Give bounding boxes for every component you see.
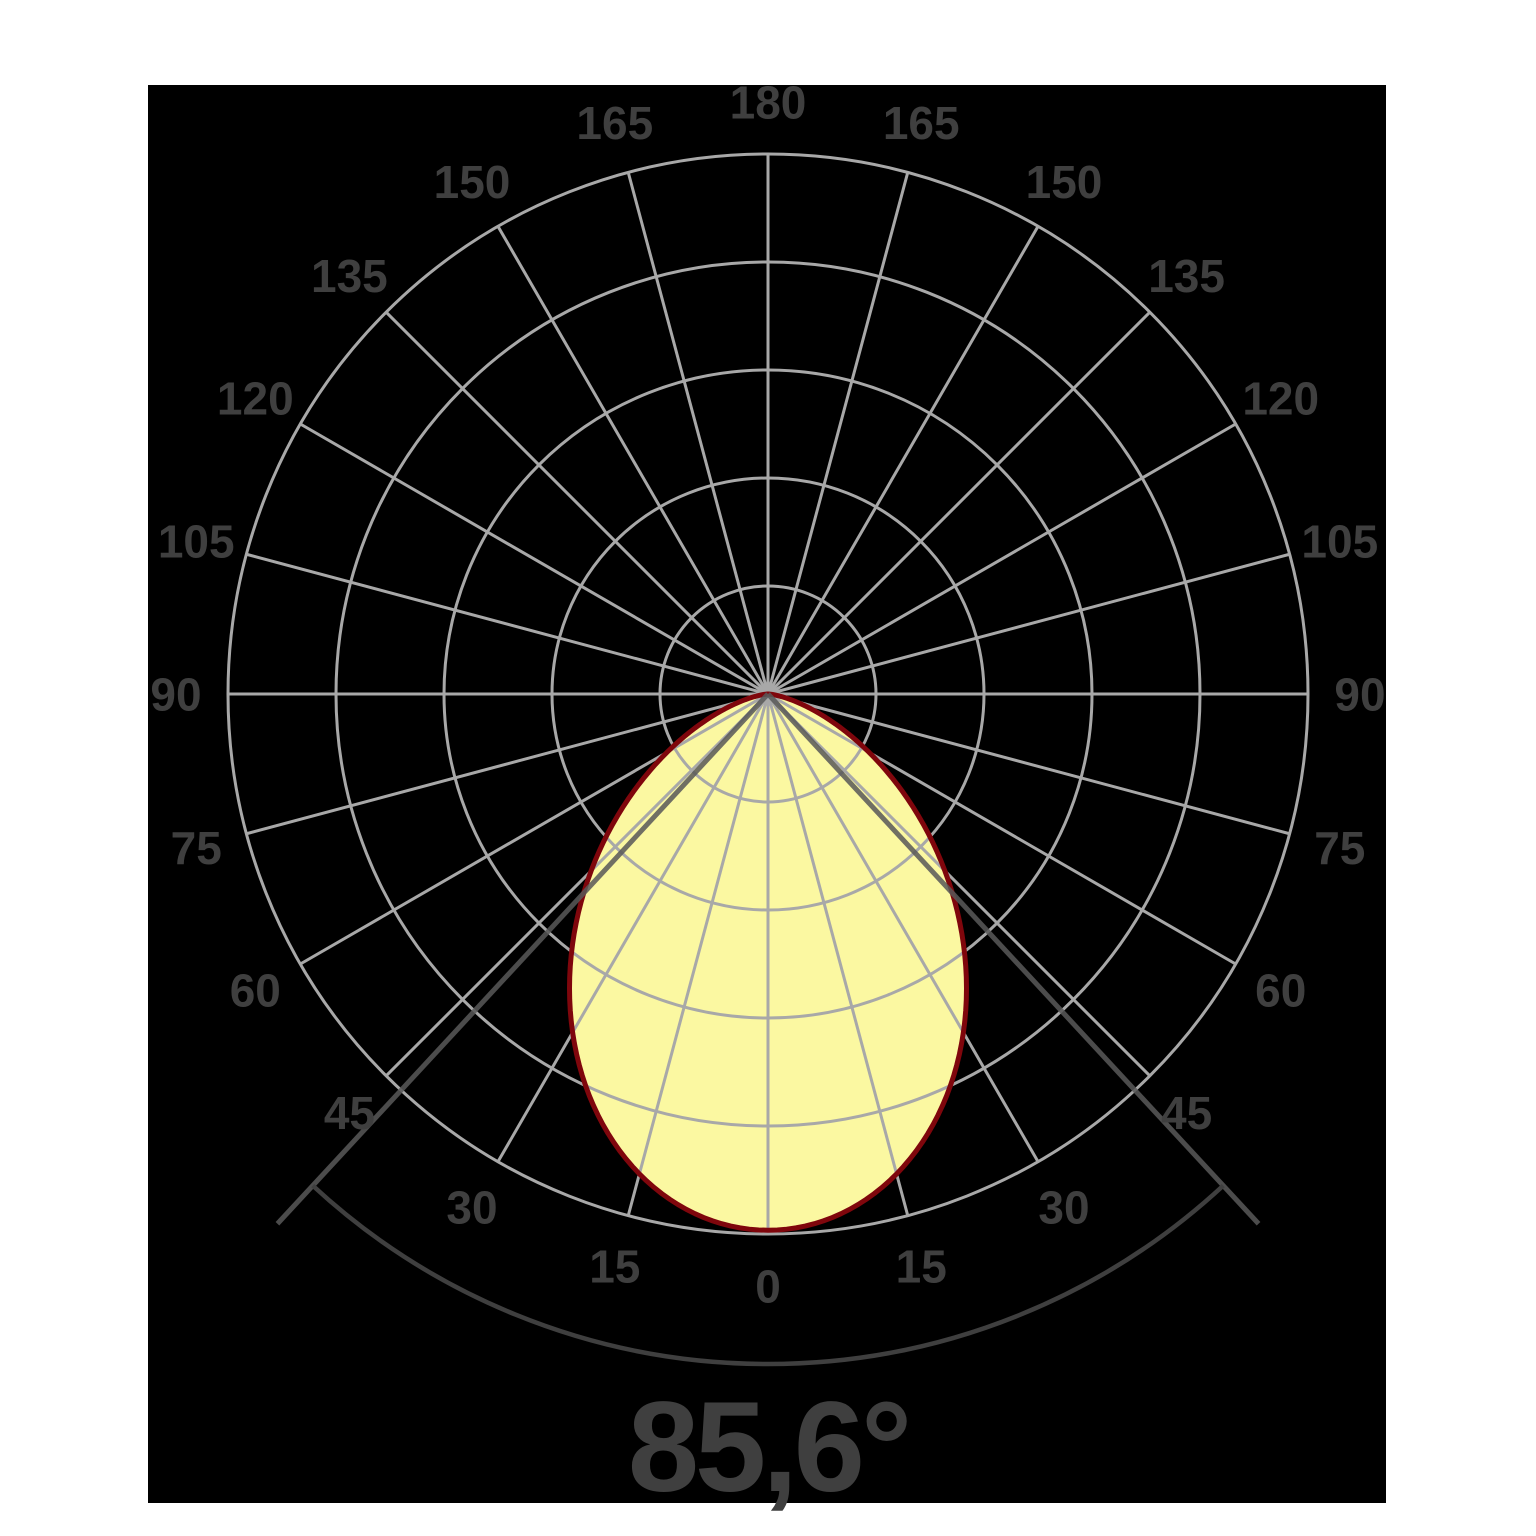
angle-label-105-mirror: 105 xyxy=(158,515,235,567)
angle-label-90-mirror: 90 xyxy=(150,669,201,721)
angle-labels: 0 15 15 30 30 45 45 60 60 75 75 90 90 105 105 120 120 135… xyxy=(150,77,1385,1313)
angle-label-15: 15 xyxy=(896,1240,947,1292)
grid-ray xyxy=(246,692,769,836)
angle-label-15-mirror: 15 xyxy=(589,1240,640,1292)
grid-ray xyxy=(766,225,1040,695)
grid-ray xyxy=(766,692,1151,1077)
grid-ray xyxy=(385,692,770,1077)
angle-label-30-mirror: 30 xyxy=(446,1181,497,1233)
grid-ray xyxy=(626,172,770,695)
angle-label-135: 135 xyxy=(1148,250,1225,302)
grid-ray xyxy=(299,692,769,966)
beam-angle-value: 85,6° xyxy=(627,1376,912,1519)
grid-rings xyxy=(226,152,1310,1236)
grid-ray xyxy=(299,422,769,696)
grid-ring xyxy=(442,368,1094,1020)
grid-ring xyxy=(334,260,1202,1128)
grid-ray xyxy=(626,693,770,1216)
grid-ray xyxy=(385,311,770,696)
angle-label-120: 120 xyxy=(1242,373,1319,425)
grid-ray xyxy=(767,692,1290,836)
beam-angle-line-right xyxy=(766,692,1261,1226)
angle-label-90: 90 xyxy=(1334,669,1385,721)
grid-ray xyxy=(496,693,770,1163)
angle-label-180: 180 xyxy=(730,77,807,129)
grid-ray xyxy=(767,692,1237,966)
grid-ray xyxy=(246,552,769,696)
grid-ray xyxy=(766,693,1040,1163)
grid-ring xyxy=(226,152,1310,1236)
grid-ray xyxy=(496,225,770,695)
angle-label-135-mirror: 135 xyxy=(311,250,388,302)
grid-rays xyxy=(228,154,1308,1234)
angle-label-150: 150 xyxy=(1026,156,1103,208)
angle-label-45-mirror: 45 xyxy=(324,1087,375,1139)
angle-label-60-mirror: 60 xyxy=(230,965,281,1017)
angle-label-75-mirror: 75 xyxy=(171,822,222,874)
grid-ray xyxy=(767,422,1237,696)
grid-ring xyxy=(658,584,878,804)
beam-lobe-outline xyxy=(567,691,969,1233)
angle-label-165-mirror: 165 xyxy=(576,97,653,149)
angle-label-165: 165 xyxy=(883,97,960,149)
angle-label-0: 0 xyxy=(755,1261,781,1313)
beam-angle-arc xyxy=(311,1183,1225,1367)
grid-ray xyxy=(766,693,910,1216)
angle-label-150-mirror: 150 xyxy=(434,156,511,208)
angle-label-120-mirror: 120 xyxy=(217,373,294,425)
angle-label-60: 60 xyxy=(1255,965,1306,1017)
grid-ray xyxy=(766,311,1151,696)
angle-label-105: 105 xyxy=(1301,515,1378,567)
grid-ray xyxy=(766,172,910,695)
beam-angle-line-left xyxy=(275,692,770,1226)
angle-label-75: 75 xyxy=(1314,822,1365,874)
grid-ray xyxy=(767,552,1290,696)
grid-ring xyxy=(550,476,986,912)
angle-label-30: 30 xyxy=(1038,1181,1089,1233)
angle-label-45: 45 xyxy=(1161,1087,1212,1139)
